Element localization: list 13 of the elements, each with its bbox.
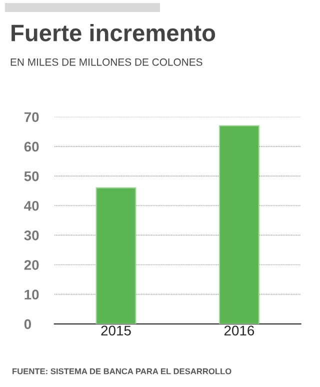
y-tick-label: 60 <box>24 142 39 152</box>
chart-subtitle: EN MILES DE MILLONES DE COLONES <box>10 58 202 66</box>
y-tick-label: 40 <box>24 200 39 211</box>
y-tick-label: 20 <box>24 260 39 270</box>
x-tick-label: 2016 <box>224 326 254 336</box>
y-tick-label: 10 <box>24 290 39 300</box>
y-tick-label: 30 <box>24 230 39 240</box>
x-tick-label: 2015 <box>101 326 131 336</box>
source-note: FUENTE: SISTEMA DE BANCA PARA EL DESARROLLO <box>12 368 232 374</box>
chart-title: Fuerte incremento <box>12 24 216 42</box>
y-tick-label: 70 <box>24 112 39 122</box>
y-tick-label: 0 <box>24 319 31 330</box>
y-tick-label: 50 <box>24 171 39 182</box>
